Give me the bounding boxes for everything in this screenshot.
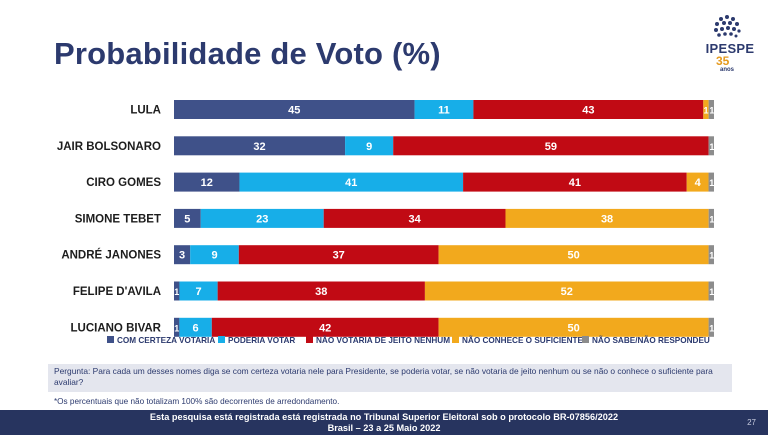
data-label: 1 (174, 323, 179, 333)
data-label: 12 (201, 177, 213, 189)
data-label: 1 (709, 251, 714, 261)
legend-swatch (218, 336, 225, 343)
legend-label: NÃO SABE/NÃO RESPONDEU (592, 335, 710, 345)
data-label: 9 (366, 141, 372, 153)
bar-segment (414, 100, 474, 119)
bar-segment (323, 208, 506, 228)
bar-segment (174, 281, 180, 301)
data-label: 38 (601, 213, 613, 225)
data-label: 1 (709, 142, 714, 152)
data-label: 9 (211, 250, 217, 262)
category-label: LUCIANO BIVAR (70, 322, 161, 334)
bar-segment (708, 172, 714, 192)
category-label: SIMONE TEBET (75, 213, 161, 225)
data-label: 42 (319, 322, 331, 334)
ipespe-logo: IPESPE 35 anos (700, 14, 760, 74)
bar-segment (174, 245, 191, 265)
category-label: CIRO GOMES (86, 177, 161, 189)
data-label: 1 (709, 214, 714, 224)
bar-segment (174, 172, 240, 192)
data-label: 6 (193, 322, 199, 334)
legend-swatch (107, 336, 114, 343)
data-label: 38 (315, 286, 327, 298)
data-label: 1 (709, 287, 714, 297)
globe-logo-icon (714, 15, 741, 38)
bar-segment (708, 136, 714, 156)
legend-label: COM CERTEZA VOTARIA (117, 336, 215, 345)
footer-registration: Esta pesquisa está registrada está regis… (149, 412, 619, 422)
bar-segment (686, 172, 709, 192)
data-label: 1 (709, 323, 714, 333)
bar-segment (708, 100, 714, 119)
logo-years: 35 (716, 54, 730, 68)
bar-segment (708, 245, 714, 265)
footer-date: Brasil – 23 a 25 Maio 2022 (327, 423, 441, 433)
data-label: 45 (288, 105, 300, 117)
legend-label: PODERIA VOTAR (228, 336, 295, 345)
bar-segment (174, 136, 346, 156)
data-label: 11 (438, 105, 450, 117)
data-label: 32 (253, 141, 265, 153)
legend-label: NÃO CONHECE O SUFICIENTE (462, 335, 584, 345)
bar-segment (473, 100, 704, 119)
bar-segment (239, 172, 464, 192)
legend-swatch (452, 336, 459, 343)
logo-suffix: anos (720, 67, 735, 73)
bar-segment (708, 317, 714, 337)
bar-segment (708, 281, 714, 301)
data-label: 1 (709, 178, 714, 188)
data-label: 43 (582, 105, 594, 117)
legend-swatch (582, 336, 589, 343)
data-label: 23 (256, 213, 268, 225)
data-label: 7 (195, 286, 201, 298)
bar-segment (238, 245, 439, 265)
rounding-note: *Os percentuais que não totalizam 100% s… (54, 397, 340, 406)
bar-segment (438, 245, 709, 265)
logo-brand: IPESPE (705, 41, 755, 56)
data-label: 50 (567, 250, 579, 262)
data-label: 1 (709, 106, 714, 116)
category-label: FELIPE D'AVILA (73, 286, 161, 298)
category-label: LULA (130, 105, 161, 117)
bar-segment (438, 317, 709, 337)
legend-swatch (306, 336, 313, 343)
bar-segment (505, 208, 709, 228)
bar-segment (424, 281, 709, 301)
bar-segment (200, 208, 324, 228)
bar-segment (174, 208, 201, 228)
bar-segment (217, 281, 425, 301)
bar-segment (190, 245, 239, 265)
bar-segment (211, 317, 439, 337)
data-label: 52 (561, 286, 573, 298)
data-label: 50 (567, 322, 579, 334)
data-label: 1 (703, 106, 708, 116)
page-title: Probabilidade de Voto (%) (54, 36, 441, 71)
data-label: 34 (408, 213, 421, 225)
data-label: 59 (545, 141, 557, 153)
data-label: 41 (569, 177, 581, 189)
bar-segment (179, 317, 212, 337)
data-label: 1 (174, 287, 179, 297)
data-label: 41 (345, 177, 357, 189)
bar-segment (708, 208, 714, 228)
data-label: 5 (184, 213, 190, 225)
question-box: Pergunta: Para cada um desses nomes diga… (48, 364, 732, 392)
bar-segment (703, 100, 709, 119)
page-number: 27 (747, 418, 756, 427)
footer-bar: Esta pesquisa está registrada está regis… (0, 410, 768, 435)
data-label: 3 (179, 250, 185, 262)
category-label: JAIR BOLSONARO (57, 141, 161, 153)
data-label: 37 (333, 250, 345, 262)
bar-segment (179, 281, 218, 301)
bar-segment (463, 172, 687, 192)
bar-segment (345, 136, 394, 156)
category-label: ANDRÉ JANONES (61, 249, 161, 262)
bar-segment (174, 317, 180, 337)
bar-segment (174, 100, 415, 119)
data-label: 4 (695, 177, 702, 189)
legend-label: NÃO VOTARIA DE JEITO NENHUM (316, 335, 450, 345)
bar-segment (393, 136, 709, 156)
